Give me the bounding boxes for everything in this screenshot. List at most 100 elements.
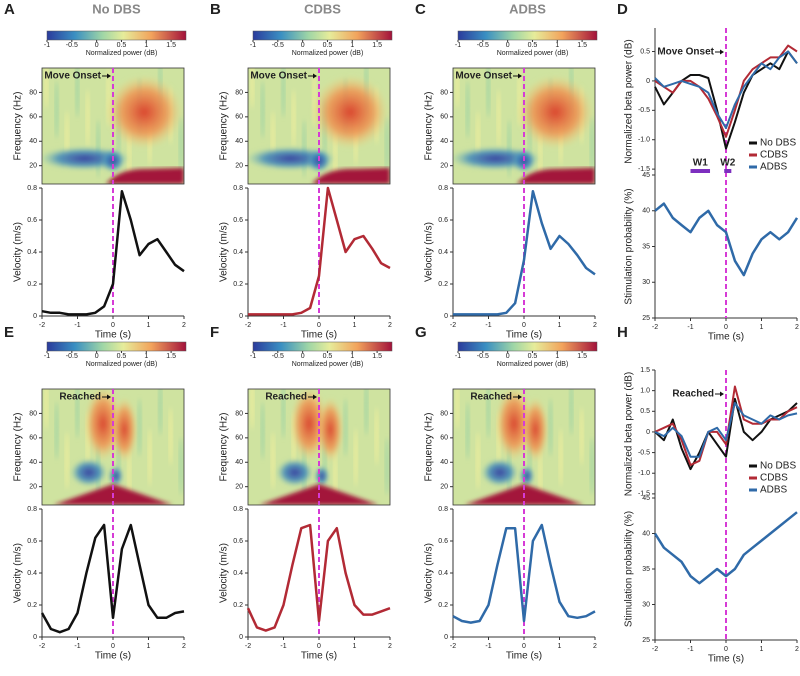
y-tick-label: 45 — [642, 172, 650, 179]
texture — [496, 89, 501, 148]
x-tick-label: -1 — [280, 322, 286, 329]
texture — [455, 389, 460, 430]
x-tick-label: -1 — [687, 646, 693, 653]
texture — [353, 428, 359, 487]
texture — [579, 407, 584, 466]
y-tick-label: 0.4 — [27, 249, 37, 256]
event-annotation: Move Onset — [44, 71, 101, 82]
colorbar-tick-label: 1.5 — [577, 42, 587, 49]
colorbar-tick-label: 0.5 — [323, 42, 333, 49]
annotation-arrowhead — [518, 394, 522, 400]
colorbar — [46, 30, 187, 41]
y-tick-label: 35 — [642, 566, 650, 573]
y-tick-label: 0.4 — [438, 249, 448, 256]
y-tick-label: 0.5 — [640, 408, 650, 415]
colorbar-tick-label: -0.5 — [66, 353, 78, 360]
colorbar-tick-label: -0.5 — [477, 353, 489, 360]
legend-label: CDBS — [760, 473, 788, 484]
spectrogram — [42, 68, 184, 184]
texture — [178, 437, 184, 496]
y-tick-label: 0 — [646, 429, 650, 436]
power-band — [516, 167, 595, 184]
x-tick-label: -2 — [245, 643, 251, 650]
y-tick-label: 60 — [440, 114, 448, 121]
texture — [75, 68, 80, 118]
y-axis-label: Normalized beta power (dB) — [624, 39, 635, 164]
event-annotation: Reached — [672, 389, 714, 400]
x-tick-label: -2 — [39, 643, 45, 650]
y-tick-label: 20 — [235, 484, 243, 491]
y-tick-label: 0.2 — [233, 602, 243, 609]
y-tick-label: 0 — [239, 313, 243, 320]
velocity-line — [40, 523, 185, 634]
x-tick-label: -1 — [74, 322, 80, 329]
y-tick-label: 35 — [642, 243, 650, 250]
texture — [589, 437, 595, 496]
colorbar-tick-label: -0.5 — [272, 42, 284, 49]
y-axis-label: Stimulation probability (%) — [624, 511, 635, 627]
y-tick-label: 0.8 — [438, 506, 448, 513]
texture — [343, 398, 348, 457]
colorbar — [252, 30, 393, 41]
beta-line — [654, 44, 798, 138]
colorbar — [457, 30, 598, 41]
x-tick-label: 2 — [593, 322, 597, 329]
legend-label: CDBS — [760, 150, 788, 161]
texture — [260, 401, 265, 460]
x-tick-label: 0 — [724, 646, 728, 653]
texture — [455, 68, 460, 109]
x-tick-label: 0 — [724, 324, 728, 331]
x-tick-label: 1 — [558, 643, 562, 650]
colorbar-tick-label: 1.5 — [372, 42, 382, 49]
y-tick-label: 0.2 — [27, 281, 37, 288]
power-high — [317, 397, 344, 463]
y-tick-label: 80 — [235, 410, 243, 417]
y-tick-label: 40 — [235, 138, 243, 145]
power-high — [111, 397, 138, 463]
colorbar-label: Normalized power (dB) — [497, 361, 569, 368]
window-label: W2 — [720, 158, 735, 169]
y-tick-label: 0.6 — [27, 217, 37, 224]
colorbar-tick-label: 0.5 — [528, 42, 538, 49]
texture — [475, 431, 481, 490]
panel-letter: C — [415, 1, 426, 18]
y-tick-label: 80 — [440, 410, 448, 417]
colorbar-tick-label: 1 — [555, 42, 559, 49]
annotation-arrowhead — [313, 73, 317, 79]
x-tick-label: -1 — [74, 643, 80, 650]
y-tick-label: 80 — [235, 89, 243, 96]
y-tick-label: -0.5 — [638, 449, 650, 456]
y-tick-label: 60 — [235, 114, 243, 121]
beta-line — [654, 397, 798, 471]
colorbar-tick-label: -0.5 — [272, 353, 284, 360]
legend-label: ADBS — [760, 485, 788, 496]
velocity-line — [41, 189, 185, 316]
colorbar-tick-label: 0 — [301, 353, 305, 360]
texture — [64, 431, 70, 490]
colorbar-tick-label: 0.5 — [528, 353, 538, 360]
y-tick-label: 60 — [235, 435, 243, 442]
y-tick-label: 25 — [642, 637, 650, 644]
texture — [250, 389, 255, 430]
y-axis-label: Normalized beta power (dB) — [624, 372, 635, 497]
texture — [465, 80, 470, 139]
y-tick-label: 40 — [440, 138, 448, 145]
texture — [54, 80, 59, 139]
y-tick-label: 0.4 — [438, 570, 448, 577]
y-tick-label: 45 — [642, 495, 650, 502]
colorbar — [46, 341, 187, 352]
x-tick-label: 2 — [388, 643, 392, 650]
colorbar-tick-label: 1 — [555, 353, 559, 360]
panel-letter: G — [415, 324, 427, 341]
y-tick-label: 60 — [29, 435, 37, 442]
panel-letter: D — [617, 1, 628, 18]
y-axis-label: Frequency (Hz) — [13, 413, 24, 482]
y-tick-label: 80 — [440, 89, 448, 96]
colorbar-tick-label: -1 — [44, 42, 50, 49]
colorbar-tick-label: 0 — [95, 353, 99, 360]
y-tick-label: -1.5 — [638, 166, 650, 173]
y-tick-label: 0.4 — [27, 570, 37, 577]
y-axis-label: Velocity (m/s) — [219, 222, 230, 282]
x-tick-label: -2 — [450, 322, 456, 329]
x-tick-label: -2 — [450, 643, 456, 650]
